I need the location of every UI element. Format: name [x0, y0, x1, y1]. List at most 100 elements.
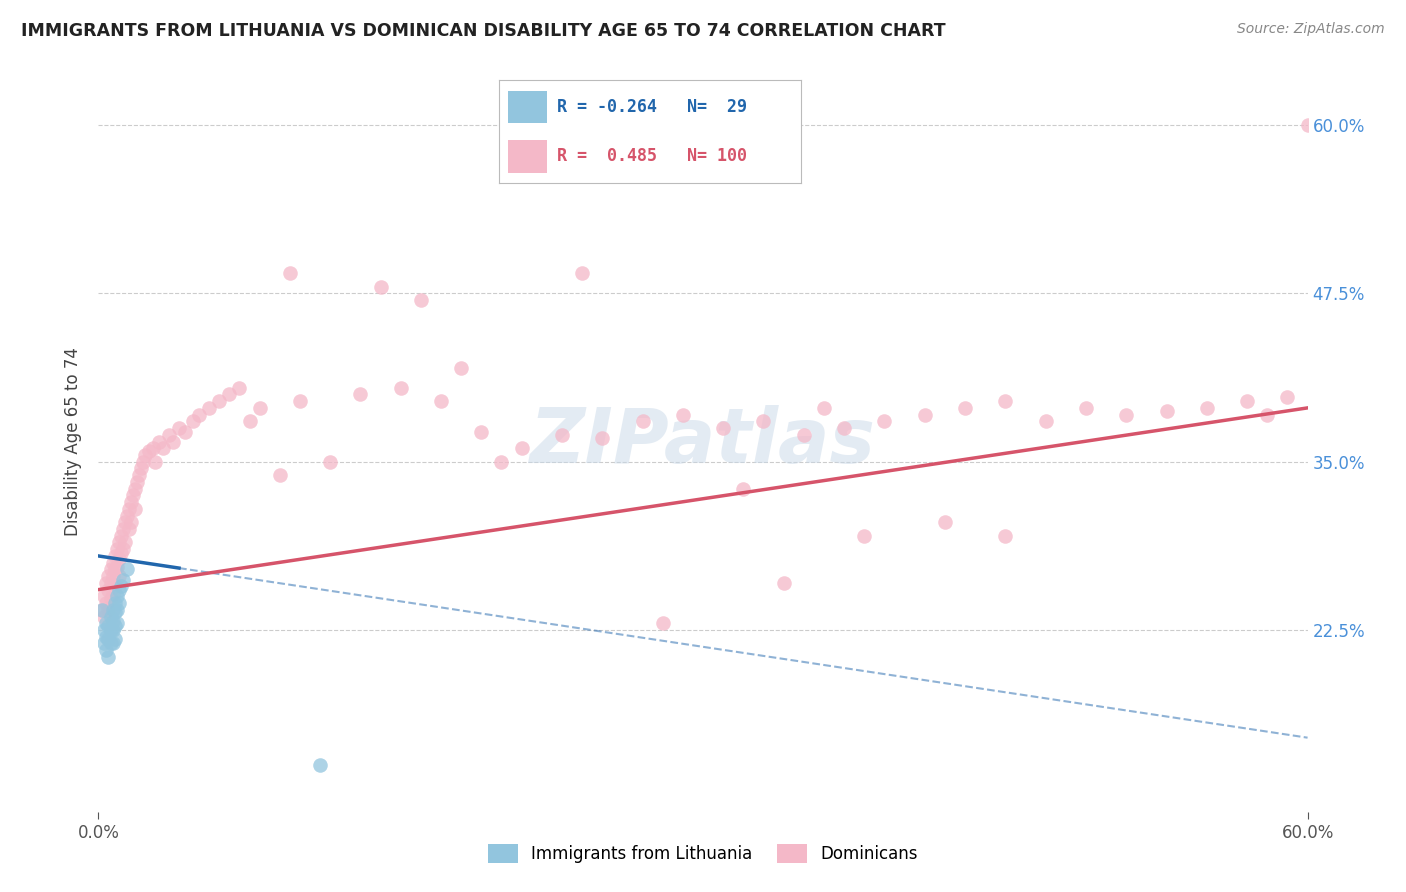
- Point: [101, 623, 124, 637]
- Point: [124, 482, 146, 496]
- Point: [752, 414, 775, 428]
- Point: [100, 562, 122, 576]
- Point: [114, 516, 136, 530]
- Point: [288, 394, 311, 409]
- Point: [218, 387, 240, 401]
- Point: [994, 529, 1017, 543]
- Point: [103, 596, 125, 610]
- Point: [100, 609, 122, 624]
- Point: [101, 556, 124, 570]
- Point: [134, 448, 156, 462]
- Point: [733, 482, 755, 496]
- Point: [188, 408, 211, 422]
- Point: [138, 444, 160, 458]
- Point: [1156, 403, 1178, 417]
- Point: [914, 408, 936, 422]
- Bar: [508, 140, 547, 173]
- Point: [107, 569, 129, 583]
- Point: [111, 542, 134, 557]
- Point: [174, 425, 197, 439]
- Point: [132, 455, 155, 469]
- Point: [491, 455, 513, 469]
- Point: [110, 578, 132, 592]
- Point: [162, 434, 184, 449]
- Point: [551, 427, 574, 442]
- Point: [107, 582, 129, 597]
- Point: [101, 614, 124, 628]
- Point: [934, 516, 956, 530]
- Point: [103, 632, 125, 647]
- Point: [772, 575, 794, 590]
- Point: [107, 596, 129, 610]
- Point: [120, 516, 142, 530]
- Point: [994, 394, 1017, 409]
- Point: [100, 636, 122, 650]
- Bar: [508, 91, 547, 123]
- Point: [111, 573, 134, 587]
- Point: [1236, 394, 1258, 409]
- Point: [111, 522, 134, 536]
- Point: [115, 562, 138, 576]
- Point: [103, 578, 125, 592]
- Legend: Immigrants from Lithuania, Dominicans: Immigrants from Lithuania, Dominicans: [481, 838, 925, 870]
- Point: [793, 427, 815, 442]
- Point: [813, 401, 835, 415]
- Point: [103, 549, 125, 563]
- Point: [651, 616, 673, 631]
- Point: [269, 468, 291, 483]
- Point: [100, 575, 122, 590]
- Point: [114, 535, 136, 549]
- Point: [97, 603, 120, 617]
- Point: [105, 616, 128, 631]
- Point: [631, 414, 654, 428]
- Text: R = -0.264   N=  29: R = -0.264 N= 29: [557, 98, 747, 116]
- Point: [93, 590, 115, 604]
- Point: [97, 649, 120, 664]
- Point: [1074, 401, 1097, 415]
- Point: [118, 501, 141, 516]
- Point: [157, 427, 180, 442]
- Point: [124, 501, 146, 516]
- Point: [409, 293, 432, 308]
- Point: [103, 562, 125, 576]
- Point: [470, 425, 492, 439]
- Point: [571, 266, 593, 280]
- Point: [1035, 414, 1057, 428]
- Point: [143, 455, 166, 469]
- Point: [97, 632, 120, 647]
- Point: [349, 387, 371, 401]
- Point: [278, 266, 301, 280]
- Point: [93, 609, 115, 624]
- Point: [105, 603, 128, 617]
- Text: ZIPatlas: ZIPatlas: [530, 405, 876, 478]
- Point: [97, 619, 120, 633]
- Point: [125, 475, 148, 489]
- Point: [239, 414, 262, 428]
- Point: [96, 643, 118, 657]
- Point: [115, 508, 138, 523]
- Point: [249, 401, 271, 415]
- Point: [97, 582, 120, 597]
- Point: [309, 757, 332, 772]
- Point: [96, 596, 118, 610]
- Point: [1277, 390, 1299, 404]
- Point: [120, 495, 142, 509]
- Point: [105, 542, 128, 557]
- Point: [208, 394, 231, 409]
- Point: [110, 546, 132, 560]
- Point: [181, 414, 204, 428]
- Point: [96, 630, 118, 644]
- Point: [142, 442, 165, 456]
- Point: [93, 623, 115, 637]
- Point: [1115, 408, 1137, 422]
- Point: [105, 559, 128, 574]
- Point: [93, 636, 115, 650]
- Point: [121, 488, 143, 502]
- Point: [128, 468, 150, 483]
- Point: [198, 401, 221, 415]
- Point: [101, 603, 124, 617]
- Point: [228, 381, 250, 395]
- Point: [105, 590, 128, 604]
- Point: [101, 569, 124, 583]
- Point: [103, 619, 125, 633]
